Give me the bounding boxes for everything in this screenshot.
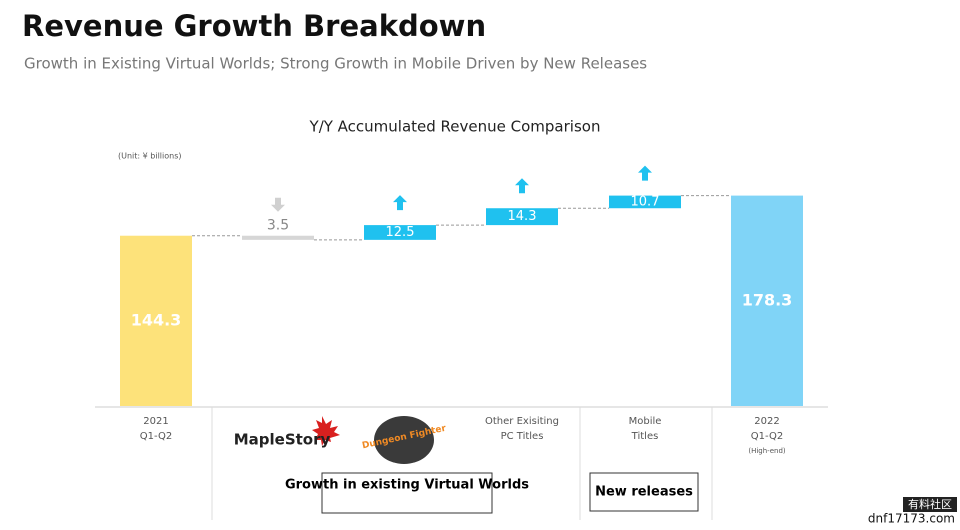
title: Revenue Growth Breakdown bbox=[22, 9, 486, 43]
category-label: PC Titles bbox=[501, 431, 544, 442]
maple-leaf-icon bbox=[312, 416, 340, 446]
category-label: Mobile bbox=[629, 416, 662, 427]
bar bbox=[609, 195, 681, 209]
value-label: 3.5 bbox=[267, 218, 289, 234]
value-label: 12.5 bbox=[386, 225, 415, 240]
category-label: Other Exisiting bbox=[485, 416, 559, 427]
up-arrow bbox=[638, 165, 652, 181]
category-label: Titles bbox=[631, 431, 659, 442]
category-label: (High-end) bbox=[748, 447, 786, 455]
value-label: 178.3 bbox=[742, 290, 793, 309]
bar bbox=[486, 208, 558, 226]
down-arrow bbox=[271, 197, 285, 212]
group-label: Growth in existing Virtual Worlds bbox=[285, 478, 529, 493]
bar bbox=[364, 225, 436, 240]
bar bbox=[731, 195, 803, 406]
category-label: 2022 bbox=[754, 416, 779, 427]
category-label: Q1-Q2 bbox=[140, 431, 172, 442]
bar bbox=[242, 235, 314, 240]
up-arrow bbox=[515, 178, 529, 194]
group-box bbox=[321, 472, 493, 514]
up-arrow bbox=[393, 195, 407, 211]
chart-title: Y/Y Accumulated Revenue Comparison bbox=[309, 118, 601, 136]
subtitle: Growth in Existing Virtual Worlds; Stron… bbox=[24, 55, 647, 73]
watermark: 有料社区 bbox=[908, 497, 952, 511]
group-box bbox=[589, 472, 699, 512]
watermark: dnf17173.com bbox=[868, 512, 955, 526]
value-label: 144.3 bbox=[131, 310, 182, 329]
dnf-logo-badge bbox=[374, 416, 434, 464]
group-label: New releases bbox=[595, 485, 693, 500]
unit-label: (Unit: ¥ billions) bbox=[118, 152, 182, 161]
category-logo-text: MapleStory bbox=[234, 431, 331, 449]
value-label: 10.7 bbox=[631, 194, 660, 209]
category-label: 2021 bbox=[143, 416, 168, 427]
category-label: Q1-Q2 bbox=[751, 431, 783, 442]
watermark-bg bbox=[903, 497, 957, 512]
bar bbox=[120, 235, 192, 406]
value-label: 14.3 bbox=[508, 209, 537, 224]
